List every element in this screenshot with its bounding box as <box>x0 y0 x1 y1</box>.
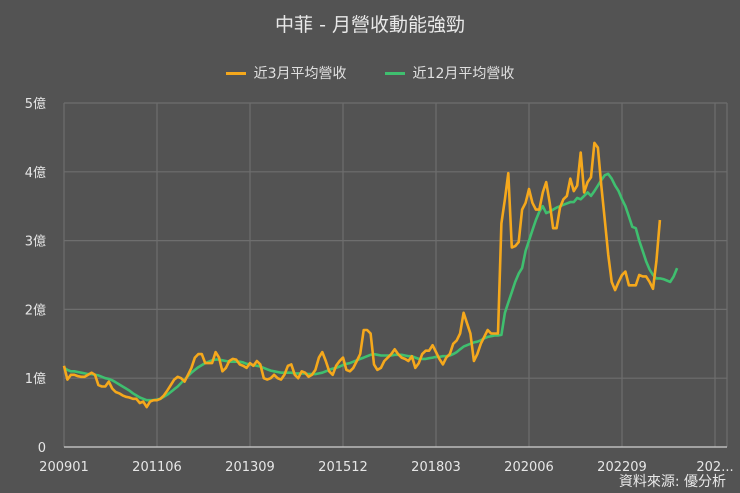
x-tick-label: 201803 <box>411 460 461 475</box>
y-tick-label: 3億 <box>25 234 46 250</box>
x-tick-label: 202209 <box>597 460 647 475</box>
gridlines <box>63 102 728 447</box>
legend: 近3月平均營收 近12月平均營收 <box>0 63 740 83</box>
series-line <box>63 172 679 402</box>
x-tick-label: 201106 <box>132 460 182 475</box>
y-tick-label: 0 <box>38 441 46 456</box>
x-tick-label: 201309 <box>225 460 275 475</box>
legend-item-3m[interactable]: 近3月平均營收 <box>225 63 347 83</box>
legend-swatch-3m <box>225 71 246 75</box>
source-note: 資料來源: 優分析 <box>618 474 726 490</box>
y-tick-label: 2億 <box>25 302 46 318</box>
series-lines <box>62 141 679 409</box>
y-tick-label: 1億 <box>25 371 46 387</box>
axes: 0 1億 2億 3億 4億 5億 200901 201106 201309 201512 20180… <box>25 96 734 475</box>
series-line <box>62 141 662 409</box>
chart-title: 中菲 - 月營收動能強勁 <box>275 14 465 36</box>
legend-item-12m[interactable]: 近12月平均營收 <box>384 63 515 83</box>
x-tick-label: 202006 <box>504 460 554 475</box>
legend-label-12m: 近12月平均營收 <box>412 66 515 82</box>
y-tick-label: 5億 <box>25 96 46 112</box>
y-tick-label: 4億 <box>25 165 46 181</box>
x-tick-label: 200901 <box>39 460 89 475</box>
legend-swatch-12m <box>384 71 405 75</box>
legend-label-3m: 近3月平均營收 <box>253 66 347 82</box>
x-tick-label: 201512 <box>318 460 368 475</box>
x-tick-label: 202... <box>696 460 733 475</box>
